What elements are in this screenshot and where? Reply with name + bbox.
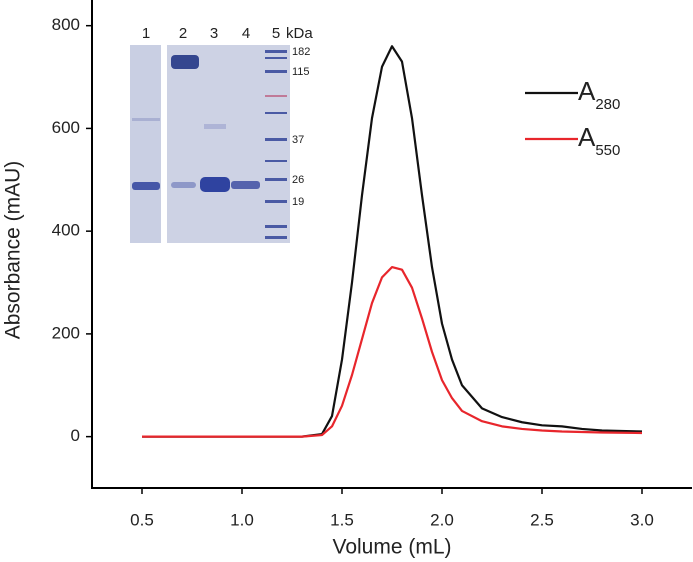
line-series xyxy=(142,45,643,438)
legend-label: A280 xyxy=(578,76,620,113)
gel-band xyxy=(132,118,160,121)
y-tick-label: 400 xyxy=(52,221,80,240)
y-tick-label: 800 xyxy=(52,15,80,34)
marker-label: 115 xyxy=(292,66,310,78)
legend-main: A xyxy=(578,122,596,152)
y-tick-label: 0 xyxy=(71,426,80,445)
x-tick-label: 2.0 xyxy=(430,510,454,529)
legend-label: A550 xyxy=(578,122,620,159)
marker-label: 37 xyxy=(292,134,304,146)
gel-panel xyxy=(130,45,161,243)
marker-label: 19 xyxy=(292,196,304,208)
gel-panel xyxy=(167,45,290,243)
y-tick-label: 600 xyxy=(52,118,80,137)
y-tick-label: 200 xyxy=(52,323,80,342)
gel-inset xyxy=(130,45,290,243)
gel-band xyxy=(171,55,199,69)
legend-main: A xyxy=(578,76,596,106)
line-series xyxy=(142,266,643,438)
gel-band xyxy=(200,177,230,192)
lane-label: 4 xyxy=(242,25,250,42)
x-tick-label: 0.5 xyxy=(130,510,154,529)
gel-band xyxy=(231,181,260,189)
ladder xyxy=(265,50,287,239)
x-tick-label: 2.5 xyxy=(530,510,554,529)
unit-label: kDa xyxy=(286,25,313,42)
gel-band xyxy=(132,182,160,190)
lane-label: 2 xyxy=(179,25,187,42)
marker-label: 182 xyxy=(292,46,310,58)
x-tick-label: 1.0 xyxy=(230,510,254,529)
lane-label: 1 xyxy=(142,25,150,42)
lane-label: 3 xyxy=(210,25,218,42)
x-tick-label: 3.0 xyxy=(630,510,654,529)
legend-sub: 550 xyxy=(595,142,620,159)
x-tick-label: 1.5 xyxy=(330,510,354,529)
legend-sub: 280 xyxy=(595,96,620,113)
x-axis-label: Volume (mL) xyxy=(332,536,451,559)
lane-label: 5 xyxy=(272,25,280,42)
y-axis-label: Absorbance (mAU) xyxy=(2,161,25,340)
marker-label: 26 xyxy=(292,174,304,186)
gel-band xyxy=(204,124,226,129)
gel-band xyxy=(171,182,196,188)
